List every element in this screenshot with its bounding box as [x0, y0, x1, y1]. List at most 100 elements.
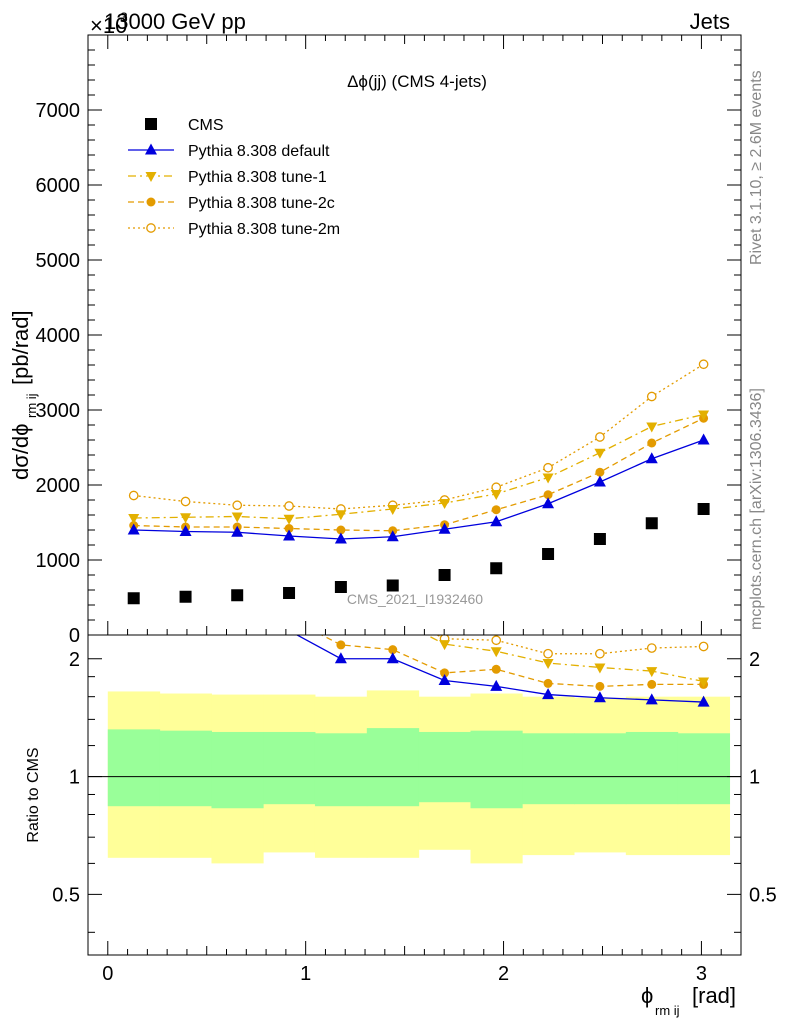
ratio-point	[440, 668, 450, 678]
ratio-y-tick-label: 2	[69, 649, 80, 671]
svg-text:[pb/rad]: [pb/rad]	[8, 310, 33, 385]
x-tick-label: 2	[498, 963, 509, 985]
ratio-frame	[87, 634, 742, 956]
legend-marker	[146, 223, 156, 233]
data-point	[543, 490, 553, 500]
uncertainty-band-inner	[573, 733, 627, 805]
ratio-point	[491, 635, 502, 646]
ratio-point	[231, 609, 243, 620]
ratio-point	[645, 693, 658, 705]
watermark: CMS_2021_I1932460	[347, 591, 483, 607]
data-point	[698, 410, 710, 421]
y-tick-label: 4000	[36, 325, 81, 347]
legend-marker	[145, 118, 157, 130]
legend-marker	[145, 172, 157, 182]
data-point	[491, 505, 501, 515]
data-point	[180, 496, 191, 507]
uncertainty-band-inner	[522, 733, 575, 805]
ratio-point	[697, 695, 710, 707]
data-point	[647, 438, 657, 448]
svg-text:×10: ×10	[90, 13, 127, 38]
uncertainty-band-inner	[211, 731, 264, 809]
mcplots-label: mcplots.cern.ch [arXiv:1306.3436]	[748, 388, 765, 630]
data-point	[334, 532, 347, 544]
ratio-point	[542, 659, 554, 670]
ratio-point	[491, 664, 501, 674]
ratio-series-pythia-8-308-tune-1	[284, 599, 710, 688]
series-pythia-8-308-tune-1	[128, 410, 710, 525]
series-line	[133, 413, 704, 520]
data-point	[595, 467, 605, 477]
y-tick-label: 0	[69, 625, 80, 647]
x-tick-label: 1	[300, 963, 311, 985]
ratio-y-axis-label: Ratio to CMS	[25, 747, 42, 842]
uncertainty-band-inner	[107, 729, 161, 807]
data-point	[595, 432, 605, 442]
data-point	[646, 422, 658, 433]
data-point	[645, 517, 658, 530]
uncertainty-band-inner	[470, 730, 523, 809]
data-point	[386, 530, 399, 542]
data-point	[127, 592, 140, 605]
data-point	[490, 490, 502, 500]
ratio-point	[646, 643, 657, 653]
legend-entry-cms: CMS	[145, 117, 224, 134]
data-point	[698, 359, 709, 370]
y-tick-label: 2000	[36, 475, 81, 497]
data-point	[594, 448, 606, 459]
legend: CMS Pythia 8.308 default Pythia 8.308 tune…	[128, 117, 340, 238]
data-point	[542, 548, 555, 560]
rivet-label: Rivet 3.1.10, ≥ 2.6M events	[748, 70, 765, 265]
x-tick-label: 3	[696, 963, 707, 985]
ratio-y-tick-label: 0.5	[52, 884, 80, 906]
ratio-point	[283, 635, 296, 636]
data-point	[645, 452, 658, 464]
data-point	[438, 569, 451, 581]
data-point	[438, 522, 451, 534]
ratio-point	[388, 645, 398, 655]
ratio-point	[285, 614, 294, 623]
ratio-point	[284, 599, 295, 609]
data-point	[232, 500, 243, 511]
data-point	[283, 587, 296, 599]
ratio-point	[646, 667, 658, 678]
data-point	[334, 581, 347, 593]
y-tick-label: 3000	[36, 400, 81, 422]
ratio-point	[389, 609, 397, 617]
legend-entry-pythia-8-308-tune-1: Pythia 8.308 tune-1	[128, 169, 327, 186]
y-multiplier: ×10 3	[90, 9, 128, 38]
data-point	[542, 497, 555, 509]
ratio-point	[387, 613, 398, 623]
main-y-axis-label: dσ/dϕ rm ij [pb/rad]	[8, 310, 39, 480]
ratio-panel: 0.5 0.51 12 20 1 2 3 Ratio to CMS ϕ rm ij [rad…	[25, 572, 777, 1018]
svg-text:dσ/dϕ: dσ/dϕ	[8, 424, 33, 480]
data-point	[283, 529, 296, 541]
data-point	[490, 562, 503, 575]
data-point	[439, 499, 451, 509]
y-tick-label: 7000	[36, 100, 81, 122]
legend-entry-pythia-8-308-tune-2c: Pythia 8.308 tune-2c	[128, 195, 335, 212]
ratio-point	[543, 648, 553, 659]
uncertainty-band-inner	[159, 730, 212, 807]
x-tick-label: 0	[102, 963, 113, 985]
ratio-point	[334, 652, 347, 664]
data-point	[179, 525, 192, 536]
series-pythia-8-308-default	[127, 433, 710, 544]
ratio-point	[490, 647, 502, 658]
data-point	[697, 433, 710, 445]
y-tick-label: 1000	[36, 550, 81, 572]
ratio-y-tick-label-right: 0.5	[749, 884, 777, 906]
ratio-point	[233, 572, 241, 580]
data-point	[335, 510, 347, 521]
main-frame	[87, 34, 742, 636]
uncertainty-band-inner	[677, 733, 731, 805]
legend-label: CMS	[188, 117, 224, 134]
series-line	[133, 417, 704, 532]
plot-title: Δϕ(jj) (CMS 4-jets)	[347, 72, 487, 91]
series-pythia-8-308-tune-2m	[128, 359, 709, 514]
legend-entry-pythia-8-308-default: Pythia 8.308 default	[128, 143, 330, 160]
data-point	[697, 503, 710, 515]
ratio-point	[543, 678, 553, 688]
data-point	[180, 513, 192, 524]
